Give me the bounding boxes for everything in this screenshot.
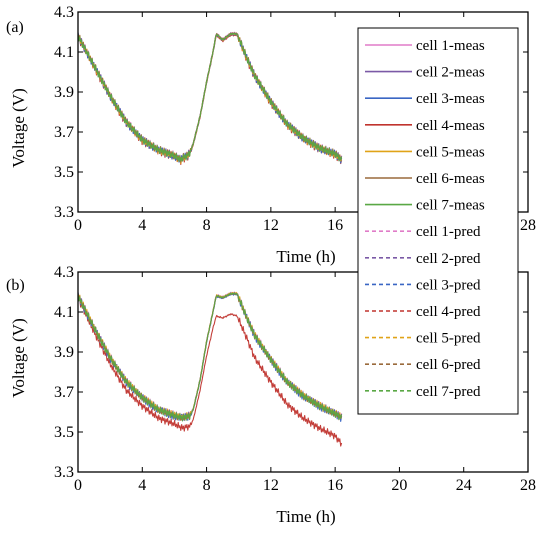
y-tick-label: 3.3 [54, 204, 74, 221]
legend-label: cell 4-meas [416, 118, 485, 134]
y-tick-label: 3.9 [54, 344, 74, 361]
y-tick-label: 3.5 [54, 424, 74, 441]
legend-label: cell 7-meas [416, 198, 485, 214]
y-tick-label: 4.1 [54, 304, 74, 321]
legend-entries: cell 1-meas cell 2-meas cell 3-meas cell 4-… [365, 38, 485, 400]
y-tick-label: 3.9 [54, 84, 74, 101]
series-line-cell-2 [77, 291, 343, 422]
series-line-cell-2 [77, 32, 343, 163]
legend-label: cell 3-pred [416, 277, 481, 293]
panel-label-a: (a) [6, 19, 24, 36]
legend-label: cell 6-pred [416, 357, 481, 373]
x-axis-title-b: Time (h) [276, 507, 335, 526]
series-line-cell-6 [77, 292, 343, 421]
legend-label: cell 4-pred [416, 304, 481, 320]
panel-b: (b) Voltage (V) Time (h) 0 4 8 12 16 20 24 28 3.… [6, 264, 536, 526]
y-axis-title-b: Voltage (V) [9, 318, 28, 397]
series-line-cell-7 [77, 32, 343, 162]
legend-label: cell 1-meas [416, 38, 485, 54]
x-tick-label: 28 [520, 477, 536, 494]
series-line-cell-1 [77, 31, 343, 162]
series-line-cell-5 [77, 32, 343, 165]
legend-box [357, 27, 519, 415]
y-tick-label: 4.1 [54, 44, 74, 61]
series-line-cell-1 [77, 291, 343, 421]
legend: cell 1-meas cell 2-meas cell 3-meas cell 4-… [357, 27, 519, 415]
x-tick-label: 4 [138, 477, 146, 494]
panel-label-b: (b) [6, 277, 25, 294]
legend-label: cell 6-meas [416, 171, 485, 187]
y-tick-label: 4.3 [54, 264, 74, 281]
legend-label: cell 3-meas [416, 91, 485, 107]
series-line-cell-4 [77, 295, 343, 447]
x-tick-label: 24 [456, 477, 472, 494]
series-line-cell-5 [77, 291, 343, 421]
y-tick-label: 3.7 [54, 384, 74, 401]
legend-label: cell 1-pred [416, 224, 481, 240]
legend-label: cell 5-meas [416, 144, 485, 160]
x-tick-label: 20 [391, 477, 407, 494]
legend-label: cell 7-pred [416, 384, 481, 400]
series-group-b [77, 291, 343, 447]
legend-label: cell 5-pred [416, 331, 481, 347]
legend-label: cell 2-meas [416, 65, 485, 81]
x-tick-label: 0 [74, 477, 82, 494]
x-tick-label: 0 [74, 217, 82, 234]
series-line-cell-3 [77, 292, 343, 422]
x-axis-title-a: Time (h) [276, 247, 335, 266]
plot-frame-b [77, 271, 529, 473]
series-line-cell-3 [77, 32, 343, 164]
series-line-cell-4 [77, 33, 343, 165]
legend-label: cell 2-pred [416, 251, 481, 267]
y-tick-label: 3.7 [54, 124, 74, 141]
plot-frame-a [77, 11, 529, 213]
x-tick-label: 8 [203, 217, 211, 234]
axis-ticks-b: 0 4 8 12 16 20 24 28 3.3 3.5 3.7 3.9 4.1 4.3 [54, 264, 536, 494]
y-tick-label: 3.3 [54, 464, 74, 481]
y-axis-title-a: Voltage (V) [9, 88, 28, 167]
x-tick-label: 16 [327, 217, 343, 234]
x-tick-label: 4 [138, 217, 146, 234]
x-tick-label: 12 [263, 217, 279, 234]
x-tick-label: 16 [327, 477, 343, 494]
y-tick-label: 3.5 [54, 164, 74, 181]
x-tick-label: 8 [203, 477, 211, 494]
series-group-a [77, 31, 343, 165]
x-tick-label: 28 [520, 217, 536, 234]
y-tick-label: 4.3 [54, 4, 74, 21]
series-line-cell-6 [77, 32, 343, 163]
series-line-cell-7 [77, 292, 343, 422]
x-tick-label: 12 [263, 477, 279, 494]
